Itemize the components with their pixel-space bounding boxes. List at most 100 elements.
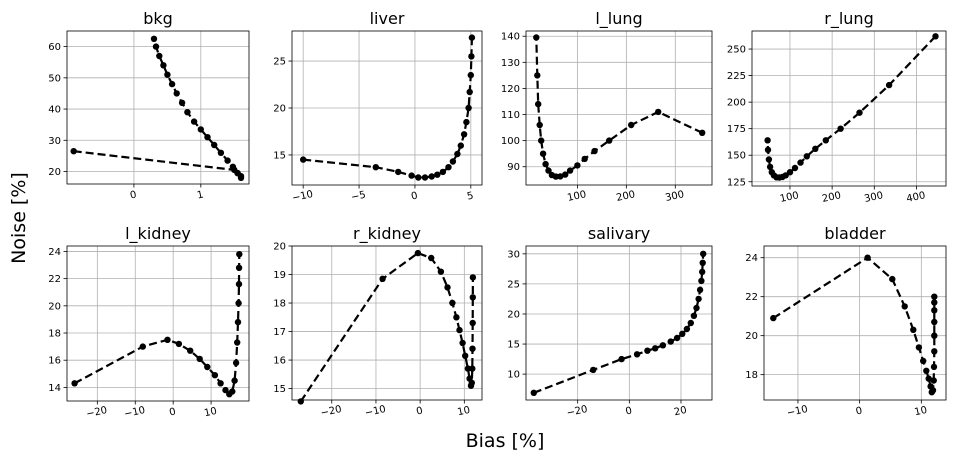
data-point [696,286,704,294]
y-tick-label: 15 [273,384,286,395]
data-point [428,173,435,180]
data-point [453,314,460,321]
subplot-title: l_kidney [125,224,191,244]
data-point [700,250,707,257]
data-point [217,149,225,156]
data-point [923,367,930,374]
data-point [235,299,242,307]
y-tick-label: 175 [727,124,746,135]
data-point [469,365,476,372]
y-tick-label: 25 [273,57,286,68]
data-point [414,249,422,257]
data-point [428,254,435,262]
data-point [459,339,466,347]
data-point [770,314,777,322]
y-tick-label: 15 [273,150,286,161]
x-tick-label: 300 [863,190,884,205]
data-point [190,118,198,125]
data-point [856,109,863,116]
data-point [164,336,171,343]
x-tick-label: 10 [203,406,218,419]
series-line [73,38,243,182]
data-point [466,88,473,96]
data-point [693,304,700,312]
y-tick-label: 14 [48,383,61,394]
data-point [698,277,705,285]
data-point [449,299,456,307]
y-tick-label: 20 [507,309,520,320]
y-tick-label: 24 [48,247,61,258]
data-point [222,386,229,394]
data-point [449,158,457,165]
data-point [932,33,939,40]
data-point [803,153,810,160]
data-point [628,121,635,129]
y-tick-label: 225 [727,71,746,82]
data-point [699,259,706,266]
data-point [469,274,477,281]
subplot-title: salivary [588,224,650,243]
axes-frame [525,245,713,401]
data-point [699,268,706,276]
data-point [196,355,203,363]
y-tick-label: 18 [745,370,758,381]
y-tick-label: 20 [48,301,61,312]
y-tick-label: 22 [48,274,61,285]
data-point [533,34,540,41]
data-point [204,134,211,141]
x-tick-label: 5 [466,191,475,203]
y-tick-label: 130 [501,58,520,69]
data-point [530,389,537,396]
data-point [695,295,702,303]
data-point [534,72,541,79]
data-point [232,359,240,367]
x-tick-label: 0 [129,190,138,202]
data-point [633,351,641,358]
data-point [372,164,379,171]
data-point [217,380,224,387]
figure-xlabel: Bias [%] [466,430,545,452]
subplot-bkg: 0 1 20 30 40 50 60 bkg [48,9,250,202]
data-point [457,142,464,149]
axes-frame [763,245,947,401]
data-point [931,307,938,314]
axes-frame [751,30,947,187]
data-point [915,344,923,351]
subplot-l-kidney: −20 −10 0 10 14 16 18 20 22 24 l_kidney [48,224,250,420]
data-point [469,319,476,327]
data-point [408,172,415,179]
data-point [535,100,542,108]
y-tick-label: 250 [727,45,746,56]
x-tick-label: 0 [855,406,864,418]
data-point [297,398,304,405]
data-point [889,275,896,283]
data-point [618,355,625,363]
data-point [234,339,241,346]
data-point [837,125,844,132]
data-point [901,303,908,310]
series-line [766,35,937,179]
data-point [574,162,581,169]
y-tick-label: 60 [48,42,61,53]
y-tick-label: 19 [273,270,286,281]
x-tick-label: −20 [320,404,343,419]
y-tick-label: 16 [273,356,286,367]
data-point [655,108,662,116]
y-tick-label: 120 [501,84,520,95]
data-point [465,104,472,112]
data-point [659,342,667,349]
data-point [930,363,938,371]
x-tick-label: 0 [625,406,634,418]
data-point [566,167,574,174]
x-tick-label: 10 [456,405,471,418]
x-tick-label: 0 [168,407,177,419]
y-tick-label: 20 [745,331,758,342]
x-tick-label: 100 [566,189,587,204]
subplot-bladder: −10 0 10 18 20 22 24 bladder [745,224,947,419]
axes-frame [66,30,250,185]
y-tick-label: 40 [48,105,61,116]
x-tick-label: −5 [350,190,367,204]
figure-ylabel: Noise [%] [8,172,30,264]
